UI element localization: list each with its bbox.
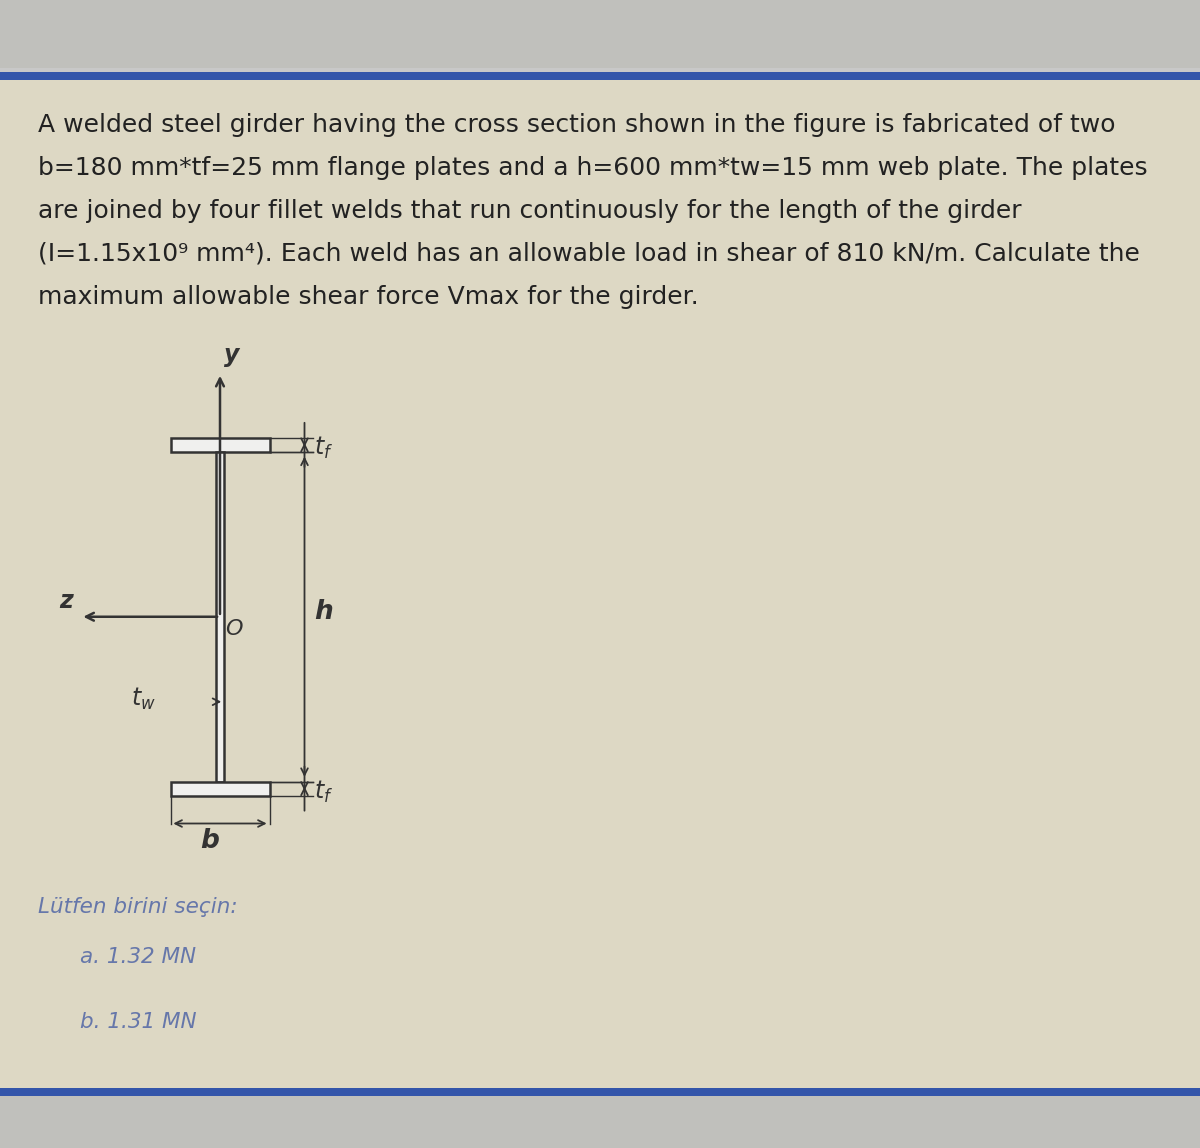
- Bar: [0, 80, 1200, 1088]
- Bar: [0, 1096, 1200, 1148]
- Bar: [216, 452, 224, 782]
- Text: y: y: [224, 343, 239, 367]
- Text: A welded steel girder having the cross section shown in the figure is fabricated: A welded steel girder having the cross s…: [38, 113, 1116, 137]
- Bar: [170, 782, 270, 796]
- Bar: [170, 439, 270, 452]
- Text: (I=1.15x10⁹ mm⁴). Each weld has an allowable load in shear of 810 kN/m. Calculat: (I=1.15x10⁹ mm⁴). Each weld has an allow…: [38, 242, 1140, 266]
- Text: b=180 mm*tf=25 mm flange plates and a h=600 mm*tw=15 mm web plate. The plates: b=180 mm*tf=25 mm flange plates and a h=…: [38, 156, 1147, 180]
- Text: b. 1.31 MN: b. 1.31 MN: [80, 1013, 197, 1032]
- Text: are joined by four fillet welds that run continuously for the length of the gird: are joined by four fillet welds that run…: [38, 199, 1021, 223]
- Text: $t_f$: $t_f$: [314, 435, 334, 461]
- Text: $t_f$: $t_f$: [314, 778, 334, 805]
- Text: z: z: [59, 589, 72, 613]
- Text: b: b: [200, 829, 220, 854]
- Bar: [0, 0, 1200, 68]
- Text: h: h: [314, 599, 334, 625]
- Text: a. 1.32 MN: a. 1.32 MN: [80, 947, 196, 967]
- Text: maximum allowable shear force Vmax for the girder.: maximum allowable shear force Vmax for t…: [38, 285, 698, 309]
- Text: $t_w$: $t_w$: [131, 685, 156, 712]
- Text: O: O: [226, 619, 242, 638]
- Bar: [0, 72, 1200, 80]
- Bar: [0, 1088, 1200, 1096]
- Text: Lütfen birini seçin:: Lütfen birini seçin:: [38, 897, 238, 917]
